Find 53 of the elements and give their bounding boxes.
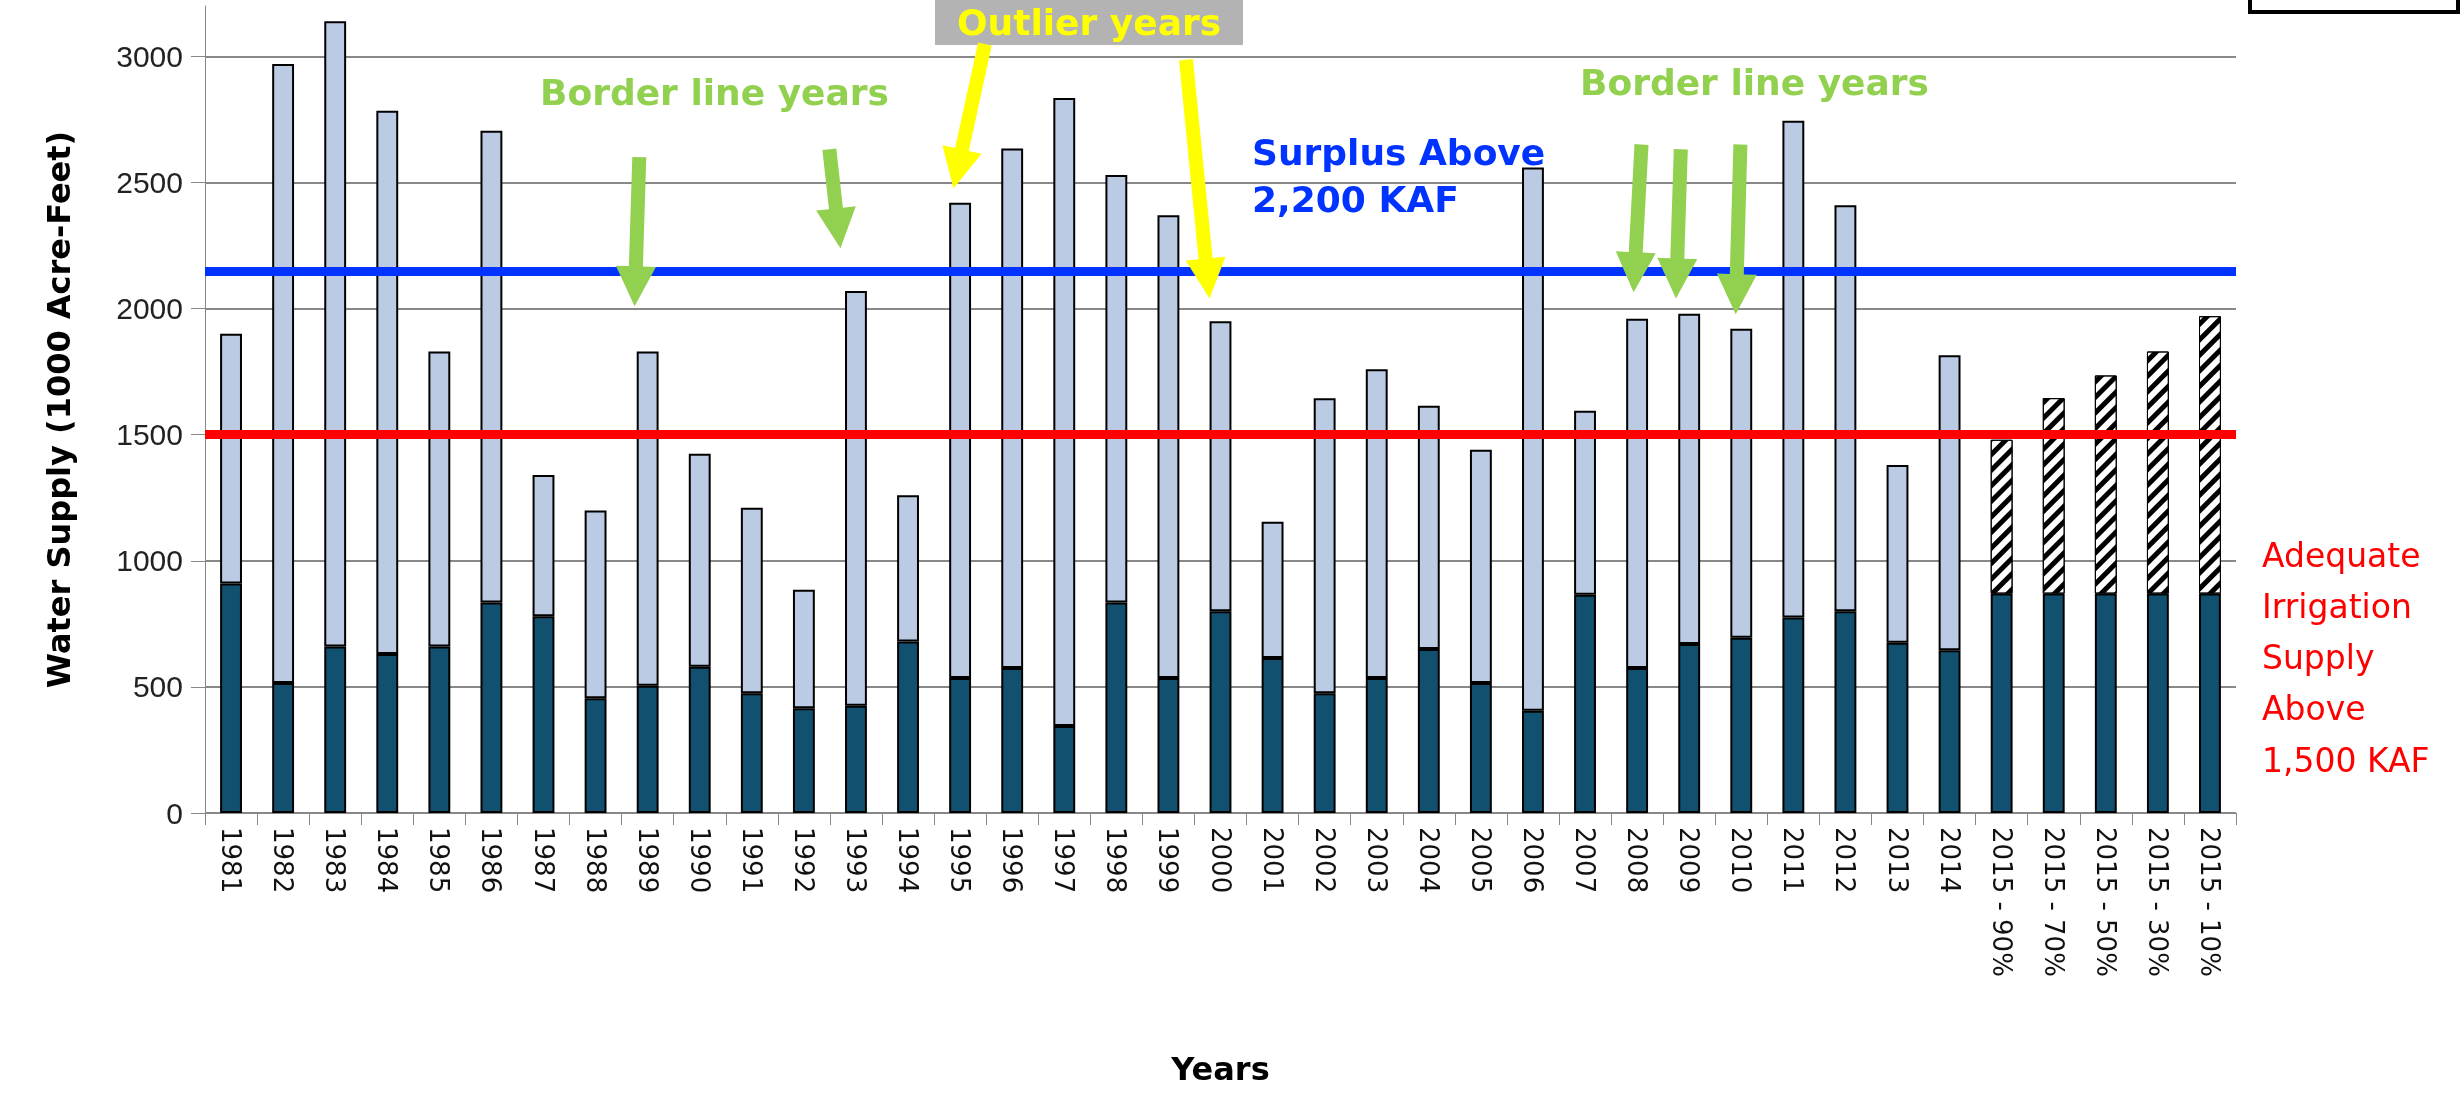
x-tick-label: 2009	[1674, 827, 1705, 894]
y-tick-label: 1000	[116, 544, 183, 578]
x-tick-label: 2011	[1778, 827, 1809, 894]
x-tick-label: 2013	[1882, 827, 1913, 894]
x-tick-label: 1985	[424, 827, 455, 894]
x-tick-label: 1997	[1049, 827, 1080, 894]
x-tick-label: 1995	[945, 827, 976, 894]
x-tick-label: 1991	[736, 827, 767, 894]
annotation: Border line years	[540, 72, 890, 113]
y-axis-title: Water Supply (1000 Acre-Feet)	[40, 130, 78, 689]
x-tick-label: 2006	[1517, 827, 1548, 894]
x-tick-label: 2001	[1257, 827, 1288, 894]
x-tick-label: 1992	[788, 827, 819, 894]
y-tick-label: 500	[132, 670, 183, 704]
x-tick-label: 1984	[372, 827, 403, 894]
x-tick-label: 1983	[320, 827, 351, 894]
y-tick-label: 2500	[116, 166, 183, 200]
x-tick-label: 2010	[1726, 827, 1757, 894]
y-tick-label: 2000	[116, 292, 183, 326]
x-tick-label: 1982	[268, 827, 299, 894]
x-tick-label: 2015 - 90%	[1986, 827, 2017, 977]
x-tick-label: 2015 - 30%	[2142, 827, 2173, 977]
x-tick-label: 2012	[1830, 827, 1861, 894]
x-tick-label: 1981	[216, 827, 247, 894]
x-tick-label: 2004	[1413, 827, 1444, 894]
x-tick-label: 2003	[1361, 827, 1392, 894]
x-tick-label: 1998	[1101, 827, 1132, 894]
annotation: Border line years	[1580, 62, 1930, 103]
x-tick-label: 1999	[1153, 827, 1184, 894]
y-tick-label: 1500	[116, 418, 183, 452]
y-tick-label: 3000	[116, 39, 183, 73]
x-axis-title: Years	[1170, 1050, 1270, 1088]
x-tick-label: 1990	[684, 827, 715, 894]
ref-line-label: Surplus Above 2,200 KAF	[1252, 131, 1547, 222]
x-tick-label: 2015 - 70%	[2038, 827, 2069, 977]
x-tick-label: 2002	[1309, 827, 1340, 894]
x-tick-label: 1994	[893, 827, 924, 894]
x-tick-label: 1989	[632, 827, 663, 894]
x-tick-label: 2014	[1934, 827, 1965, 894]
x-tick-label: 1996	[997, 827, 1028, 894]
x-tick-label: 2000	[1205, 827, 1236, 894]
x-tick-label: 2008	[1622, 827, 1653, 894]
x-tick-label: 2015 - 10%	[2194, 827, 2225, 977]
x-tick-label: 2005	[1465, 827, 1496, 894]
annotation: Outlier years	[935, 0, 1244, 45]
x-tick-label: 1993	[840, 827, 871, 894]
x-tick-label: 1987	[528, 827, 559, 894]
x-tick-label: 1986	[476, 827, 507, 894]
x-tick-label: 2007	[1570, 827, 1601, 894]
y-tick-label: 0	[166, 796, 183, 830]
x-tick-label: 2015 - 50%	[2090, 827, 2121, 977]
ref-line-label: Adequate Irrigation Supply Above 1,500 KAF	[2262, 535, 2431, 782]
x-tick-label: 1988	[580, 827, 611, 894]
